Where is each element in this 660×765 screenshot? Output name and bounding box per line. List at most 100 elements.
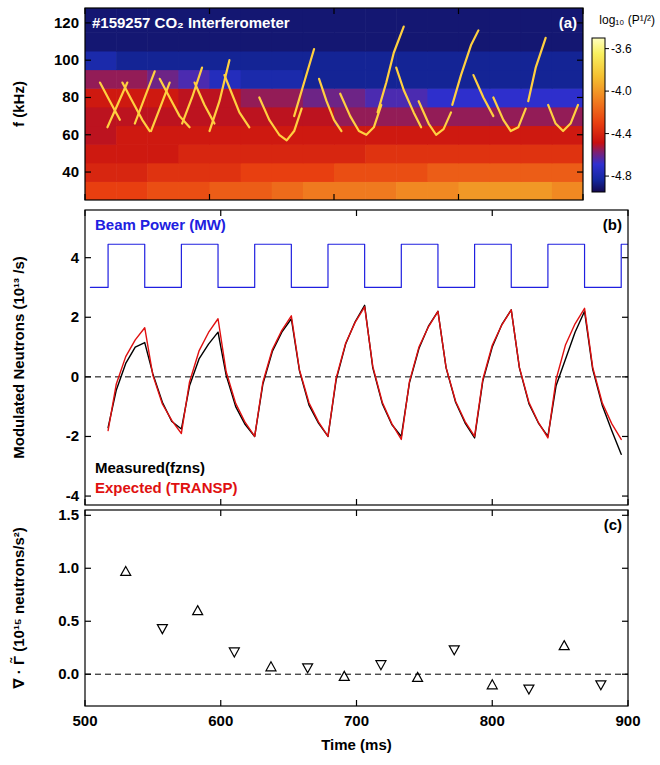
heat-cell — [85, 163, 117, 182]
heat-cell — [116, 125, 148, 144]
y-tick-label: 1.5 — [58, 506, 79, 523]
chirp-line — [224, 75, 249, 127]
heat-cell — [552, 181, 583, 200]
figure: 406080100120f (kHz)#159257 CO₂ Interfero… — [0, 0, 660, 765]
colorbar-tick — [605, 133, 609, 134]
heat-cell — [241, 144, 273, 163]
heat-cell — [459, 32, 491, 51]
heat-cell — [490, 32, 522, 51]
heat-cell — [365, 163, 397, 182]
heat-cell — [365, 144, 397, 163]
y-axis-title: Modulated Neutrons (10¹³ /s) — [10, 256, 27, 459]
chirp-line — [100, 83, 120, 120]
heat-cell — [241, 163, 273, 182]
heat-cell — [334, 88, 366, 107]
heat-cell — [210, 144, 242, 163]
heat-cell — [303, 163, 335, 182]
heat-cell — [552, 125, 583, 144]
heat-cell — [116, 107, 148, 126]
y-tick-label: 100 — [54, 51, 79, 68]
heat-cell — [459, 181, 491, 200]
heat-cell — [210, 163, 242, 182]
heat-cell — [334, 163, 366, 182]
y-tick-label: 60 — [62, 126, 79, 143]
chirp-line — [319, 79, 341, 131]
heat-cell — [303, 181, 335, 200]
heat-cell — [85, 51, 117, 70]
chirp-line — [396, 68, 421, 128]
heat-cell — [272, 144, 304, 163]
heat-cell — [85, 32, 117, 51]
y-tick-label: 120 — [54, 14, 79, 31]
y-tick — [622, 317, 628, 318]
heat-cell — [241, 125, 273, 144]
heat-cell — [396, 51, 428, 70]
chirp-line — [160, 79, 190, 127]
heat-cell — [459, 88, 491, 107]
panel: 5006007008009000.00.51.01.5∇ · Γ̃ (10¹⁵ … — [10, 506, 641, 753]
heat-cell — [365, 8, 397, 33]
heat-cell — [334, 144, 366, 163]
heat-cell — [459, 8, 491, 33]
x-tick — [84, 210, 85, 216]
heat-cell — [241, 32, 273, 51]
x-tick — [84, 499, 85, 505]
heat-cell — [552, 163, 583, 182]
heat-cell — [241, 181, 273, 200]
panel-label: (b) — [603, 216, 622, 233]
colorbar-tick-label: -3.6 — [611, 42, 632, 56]
heat-cell — [116, 144, 148, 163]
y-tick — [577, 97, 583, 98]
y-tick-label: -4 — [66, 487, 80, 504]
x-tick — [458, 8, 459, 14]
chirp-line — [182, 68, 202, 124]
heat-cell — [427, 8, 459, 33]
y-tick — [85, 134, 91, 135]
heat-cell — [396, 163, 428, 182]
legend-entry: Measured(fzns) — [95, 459, 205, 476]
marker — [376, 661, 386, 670]
heat-cell — [365, 125, 397, 144]
heat-cell — [272, 181, 304, 200]
heat-cell — [303, 144, 335, 163]
frame — [85, 8, 583, 200]
y-tick-label: 0.5 — [58, 612, 79, 629]
colorbar-tick — [605, 48, 609, 49]
x-tick — [220, 510, 221, 516]
heat-cell — [272, 125, 304, 144]
marker — [193, 606, 203, 615]
heat-cell — [241, 70, 273, 89]
chirp-line — [294, 49, 314, 116]
heat-cell — [365, 32, 397, 51]
y-tick-label: 4 — [71, 249, 80, 266]
colorbar-tick — [605, 91, 609, 92]
y-tick-label: 2 — [71, 308, 79, 325]
y-tick — [85, 621, 91, 622]
x-tick — [582, 194, 583, 200]
y-tick — [622, 568, 628, 569]
x-tick — [356, 499, 357, 505]
heat-cell — [334, 32, 366, 51]
y-axis-title: ∇ · Γ̃ (10¹⁵ neutrons/s²) — [10, 527, 27, 689]
colorbar-title: log₁₀ (P¹/²) — [599, 13, 655, 27]
marker — [524, 685, 534, 694]
chirp-line — [107, 83, 127, 128]
heat-cell — [521, 70, 553, 89]
legend-entry: Expected (TRANSP) — [95, 479, 238, 496]
heat-cell — [552, 32, 583, 51]
heat-cell — [85, 181, 117, 200]
colorbar-tick-label: -4.0 — [611, 84, 632, 98]
heat-cell — [178, 70, 210, 89]
colorbar-tick-label: -4.8 — [611, 169, 632, 183]
heat-cell — [490, 70, 522, 89]
heat-cell — [521, 125, 553, 144]
chirp-line — [340, 94, 381, 135]
heat-cell — [427, 163, 459, 182]
y-tick-label: 0.0 — [58, 665, 79, 682]
y-tick — [85, 376, 91, 377]
heat-cell — [116, 70, 148, 89]
chirp-line — [259, 97, 301, 140]
heat-cell — [241, 88, 273, 107]
y-tick — [85, 674, 91, 675]
y-tick — [85, 171, 91, 172]
